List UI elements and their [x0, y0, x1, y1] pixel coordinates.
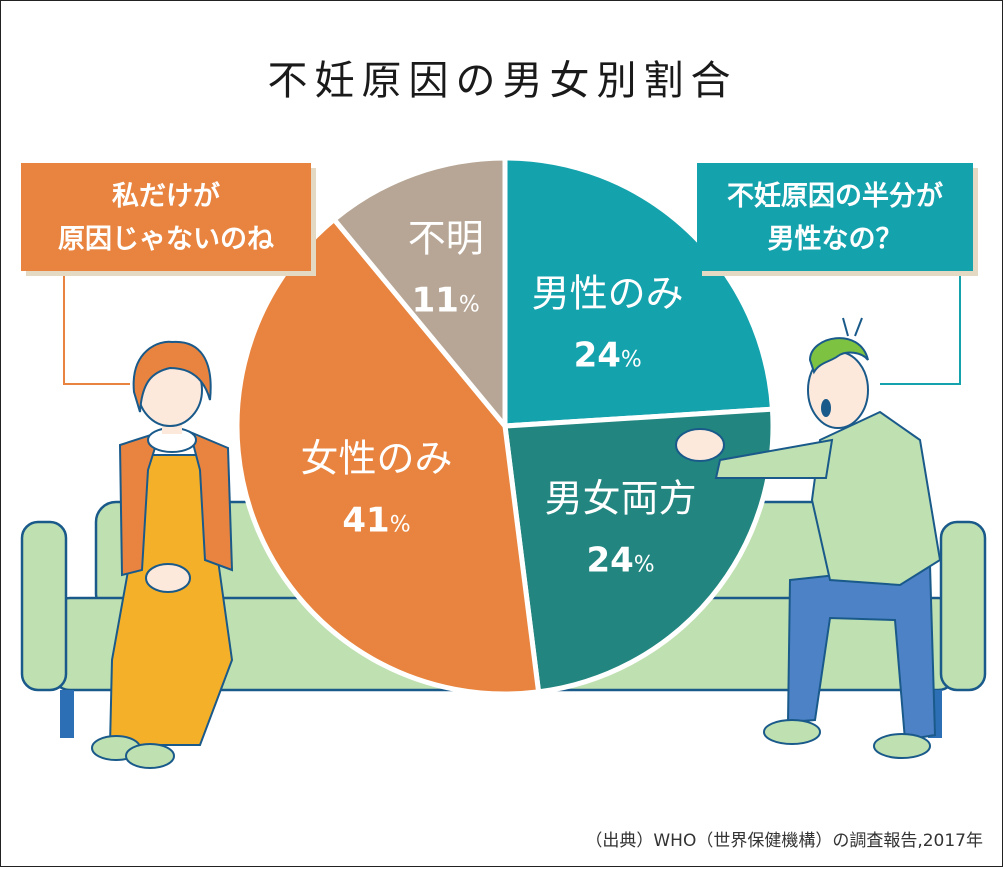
man-shoe-right: [873, 733, 931, 759]
pie-slice: [502, 155, 776, 429]
woman-figure: [91, 340, 234, 769]
speech-bubble-man-line2: 男性なの？: [767, 224, 903, 255]
slice-label: 不明: [408, 216, 484, 260]
sofa-leg-left: [60, 690, 74, 738]
slice-label: 女性のみ: [301, 437, 453, 481]
man-figure: [675, 317, 942, 759]
speech-bubble-man-line1: 不妊原因の半分が: [727, 181, 943, 212]
left-bubble-connector: [63, 271, 130, 385]
slice-value: 11%: [412, 280, 480, 320]
man-hair: [808, 337, 869, 375]
chart-title: 不妊原因の男女別割合: [267, 58, 738, 104]
woman-hands: [145, 563, 191, 593]
man-shoe-left: [763, 719, 821, 745]
slice-value: 24%: [586, 541, 654, 581]
man-pointing-hand: [675, 428, 725, 462]
surprise-mark-2: [854, 317, 863, 337]
woman-shoe-right: [125, 743, 175, 769]
speech-bubble-man: 不妊原因の半分が 男性なの？: [697, 163, 973, 271]
woman-hair: [132, 340, 212, 413]
man-mouth: [821, 399, 831, 417]
pie-slice: [330, 155, 508, 433]
slice-value: 41%: [342, 501, 410, 541]
slice-label: 男性のみ: [532, 272, 684, 316]
speech-bubble-woman-line2: 原因じゃないのね: [58, 224, 274, 255]
man-arm-pointing: [714, 438, 834, 479]
source-note: （出典）WHO（世界保健機構）の調査報告,2017年: [585, 831, 983, 851]
sofa-arm-right: [939, 520, 987, 692]
slice-label: 男女両方: [545, 477, 697, 521]
right-bubble-connector: [880, 271, 961, 385]
pie-slice: [234, 215, 542, 697]
speech-bubble-woman: 私だけが 原因じゃないのね: [21, 163, 311, 271]
slice-value: 24%: [574, 336, 642, 376]
woman-cardigan-right: [188, 430, 234, 572]
surprise-mark-1: [842, 317, 849, 337]
speech-bubble-woman-line1: 私だけが: [112, 181, 220, 212]
pie-chart: 男性のみ 24% 男女両方 24% 女性のみ 41% 不明 11%: [234, 155, 776, 697]
sofa-arm-left: [20, 520, 68, 692]
man-shirt: [810, 410, 942, 587]
